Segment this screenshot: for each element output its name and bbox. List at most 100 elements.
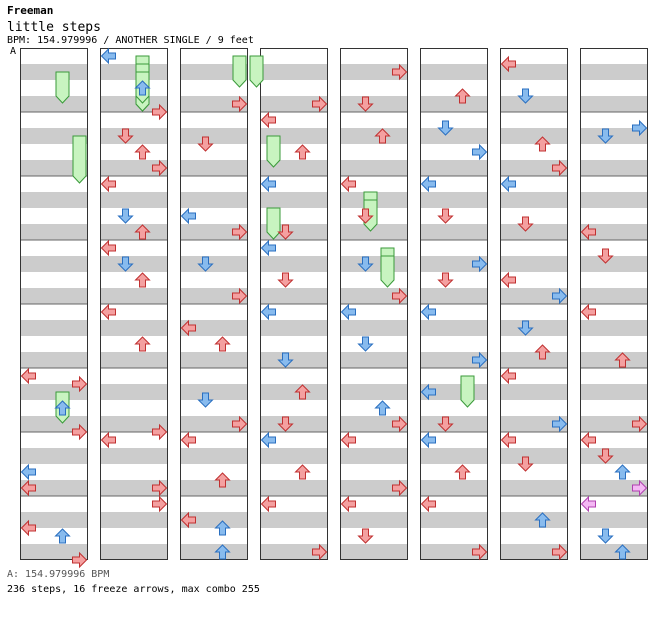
beat-stripe <box>420 224 488 240</box>
step-arrow-d <box>437 416 454 432</box>
step-arrow-l <box>180 511 196 529</box>
beat-stripe <box>260 480 328 496</box>
beat-stripe <box>580 64 648 80</box>
song-artist: Freeman <box>7 4 54 17</box>
beat-stripe <box>580 352 648 368</box>
beat-stripe <box>180 448 248 464</box>
beat-stripe <box>420 160 488 176</box>
beat-stripe <box>500 384 568 400</box>
step-arrow-r <box>472 351 488 369</box>
beat-stripe <box>340 288 408 304</box>
step-arrow-d <box>357 528 374 544</box>
beat-stripe <box>180 96 248 112</box>
beat-stripe <box>180 512 248 528</box>
step-arrow-d <box>277 352 294 368</box>
step-arrow-u <box>534 344 551 360</box>
step-arrow-u <box>374 128 391 144</box>
beat-stripe <box>340 416 408 432</box>
song-title: little steps <box>7 20 101 35</box>
beat-stripe <box>180 128 248 144</box>
step-arrow-l <box>580 223 596 241</box>
step-arrow-l <box>500 431 516 449</box>
step-arrow-l <box>340 175 356 193</box>
step-arrow-r <box>552 543 568 561</box>
step-arrow-u <box>534 136 551 152</box>
step-arrow-l <box>100 239 116 257</box>
beat-stripe <box>100 544 168 560</box>
step-arrow-l <box>500 271 516 289</box>
beat-stripe <box>340 512 408 528</box>
beat-stripe <box>260 320 328 336</box>
beat-stripe <box>500 192 568 208</box>
step-arrow-u <box>214 336 231 352</box>
beat-stripe <box>20 256 88 272</box>
beat-stripe <box>100 128 168 144</box>
step-arrow-r <box>632 119 648 137</box>
beat-stripe <box>180 192 248 208</box>
beat-stripe <box>340 384 408 400</box>
beat-stripe <box>20 480 88 496</box>
beat-stripe <box>500 352 568 368</box>
beat-stripe <box>340 160 408 176</box>
beat-stripe <box>500 288 568 304</box>
beat-stripe <box>100 320 168 336</box>
step-arrow-r <box>152 103 168 121</box>
beat-stripe <box>20 160 88 176</box>
step-arrow-d <box>597 128 614 144</box>
beat-stripe <box>20 416 88 432</box>
chart-column <box>420 48 488 560</box>
beat-stripe <box>580 320 648 336</box>
step-arrow-l <box>500 175 516 193</box>
step-arrow-r <box>392 287 408 305</box>
beat-stripe <box>100 288 168 304</box>
beat-stripe <box>500 512 568 528</box>
step-arrow-d <box>517 88 534 104</box>
step-arrow-u <box>134 272 151 288</box>
beat-stripe <box>20 544 88 560</box>
beat-stripe <box>180 64 248 80</box>
beat-stripe <box>420 96 488 112</box>
beat-stripe <box>340 352 408 368</box>
beat-stripe <box>580 160 648 176</box>
step-arrow-d <box>197 256 214 272</box>
beat-stripe <box>260 64 328 80</box>
step-arrow-r <box>72 375 88 393</box>
step-arrow-r <box>152 495 168 513</box>
chart-column <box>100 48 168 560</box>
step-arrow-d <box>197 392 214 408</box>
beat-stripe <box>20 192 88 208</box>
step-arrow-d <box>597 528 614 544</box>
beat-stripe <box>260 352 328 368</box>
beat-stripe <box>500 128 568 144</box>
beat-stripe <box>100 256 168 272</box>
beat-stripe <box>420 416 488 432</box>
beat-stripe <box>420 352 488 368</box>
beat-stripe <box>500 256 568 272</box>
step-arrow-l <box>180 431 196 449</box>
beat-stripe <box>20 352 88 368</box>
step-arrow-d <box>117 128 134 144</box>
chart-column <box>580 48 648 560</box>
beat-stripe <box>340 64 408 80</box>
step-arrow-l <box>20 479 36 497</box>
beat-stripe <box>340 320 408 336</box>
step-arrow-r <box>632 415 648 433</box>
step-arrow-l <box>260 111 276 129</box>
step-arrow-l <box>580 431 596 449</box>
beat-stripe <box>100 352 168 368</box>
step-arrow-u <box>54 528 71 544</box>
beat-stripe <box>180 480 248 496</box>
beat-stripe <box>580 544 648 560</box>
step-arrow-r <box>552 159 568 177</box>
step-arrow-u <box>454 88 471 104</box>
step-arrow-d <box>277 416 294 432</box>
beat-stripe <box>100 416 168 432</box>
beat-stripe <box>100 192 168 208</box>
step-arrow-u <box>214 520 231 536</box>
step-arrow-l <box>100 175 116 193</box>
beat-stripe <box>20 320 88 336</box>
step-arrow-d <box>197 136 214 152</box>
beat-stripe <box>260 256 328 272</box>
freeze-arrow <box>460 375 475 408</box>
